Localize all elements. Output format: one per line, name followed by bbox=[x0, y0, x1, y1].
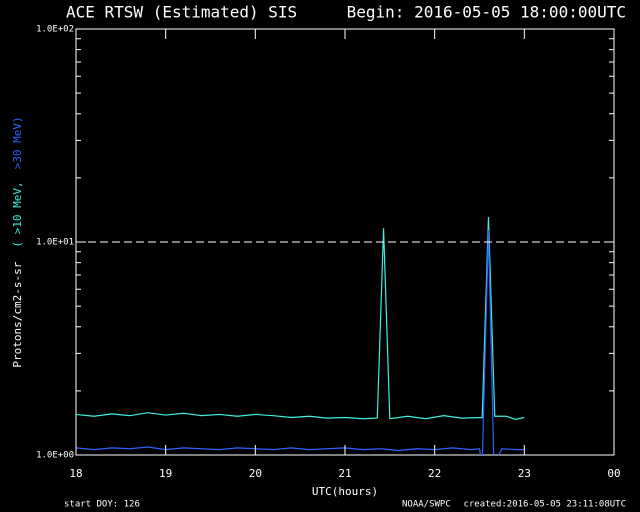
y-tick-label: 1.0E+01 bbox=[36, 238, 74, 248]
y-tick-label: 1.0E+02 bbox=[36, 25, 74, 35]
x-tick-label: 00 bbox=[607, 467, 620, 480]
x-tick-label: 23 bbox=[518, 467, 531, 480]
y-label-text: Protons/cm2-s-sr bbox=[11, 261, 24, 367]
y-axis-label: Protons/cm2-s-sr ( >10 MeV, >30 MeV) bbox=[11, 116, 24, 367]
x-tick-label: 21 bbox=[338, 467, 351, 480]
footer-left: start DOY: 126 bbox=[64, 500, 140, 510]
plot-area bbox=[76, 217, 525, 455]
data-line bbox=[76, 229, 525, 455]
chart-title: ACE RTSW (Estimated) SIS bbox=[66, 3, 297, 22]
x-axis-label: UTC(hours) bbox=[312, 485, 378, 498]
legend-entry: ( >10 MeV, bbox=[11, 181, 24, 247]
y-tick-label: 1.0E+00 bbox=[36, 451, 74, 461]
footer-center: NOAA/SWPC bbox=[402, 500, 451, 510]
footer-right: created:2016-05-05 23:11:08UTC bbox=[463, 500, 626, 510]
x-tick-label: 20 bbox=[249, 467, 262, 480]
legend-entry: >30 MeV) bbox=[11, 116, 24, 169]
x-tick-label: 22 bbox=[428, 467, 441, 480]
chart-subtitle: Begin: 2016-05-05 18:00:00UTC bbox=[347, 3, 626, 22]
x-tick-label: 18 bbox=[69, 467, 82, 480]
data-line bbox=[76, 217, 525, 420]
x-tick-label: 19 bbox=[159, 467, 172, 480]
